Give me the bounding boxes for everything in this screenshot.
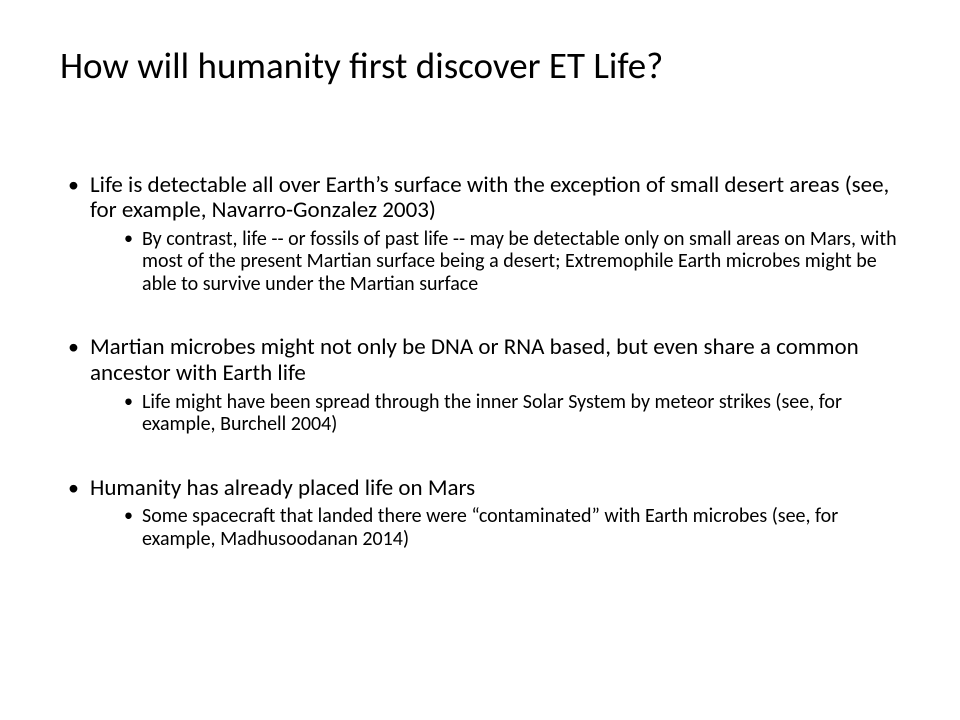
bullet-text: Humanity has already placed life on Mars xyxy=(90,474,475,502)
sub-bullet-list: By contrast, life -- or fossils of past … xyxy=(90,228,900,295)
bullet-item: Humanity has already placed life on Mars… xyxy=(60,476,900,551)
bullet-text: Martian microbes might not only be DNA o… xyxy=(90,333,859,387)
sub-bullet-item: Life might have been spread through the … xyxy=(120,391,900,436)
sub-bullet-list: Some spacecraft that landed there were “… xyxy=(90,505,900,550)
bullet-item: Martian microbes might not only be DNA o… xyxy=(60,335,900,435)
slide: How will humanity first discover ET Life… xyxy=(0,0,960,720)
sub-bullet-item: By contrast, life -- or fossils of past … xyxy=(120,228,900,295)
slide-title: How will humanity first discover ET Life… xyxy=(60,45,900,88)
sub-bullet-item: Some spacecraft that landed there were “… xyxy=(120,505,900,550)
sub-bullet-text: Life might have been spread through the … xyxy=(142,390,842,436)
bullet-item: Life is detectable all over Earth’s surf… xyxy=(60,173,900,296)
bullet-list: Life is detectable all over Earth’s surf… xyxy=(60,173,900,550)
bullet-text: Life is detectable all over Earth’s surf… xyxy=(90,171,889,225)
sub-bullet-list: Life might have been spread through the … xyxy=(90,391,900,436)
sub-bullet-text: By contrast, life -- or fossils of past … xyxy=(142,227,897,296)
sub-bullet-text: Some spacecraft that landed there were “… xyxy=(142,504,838,550)
